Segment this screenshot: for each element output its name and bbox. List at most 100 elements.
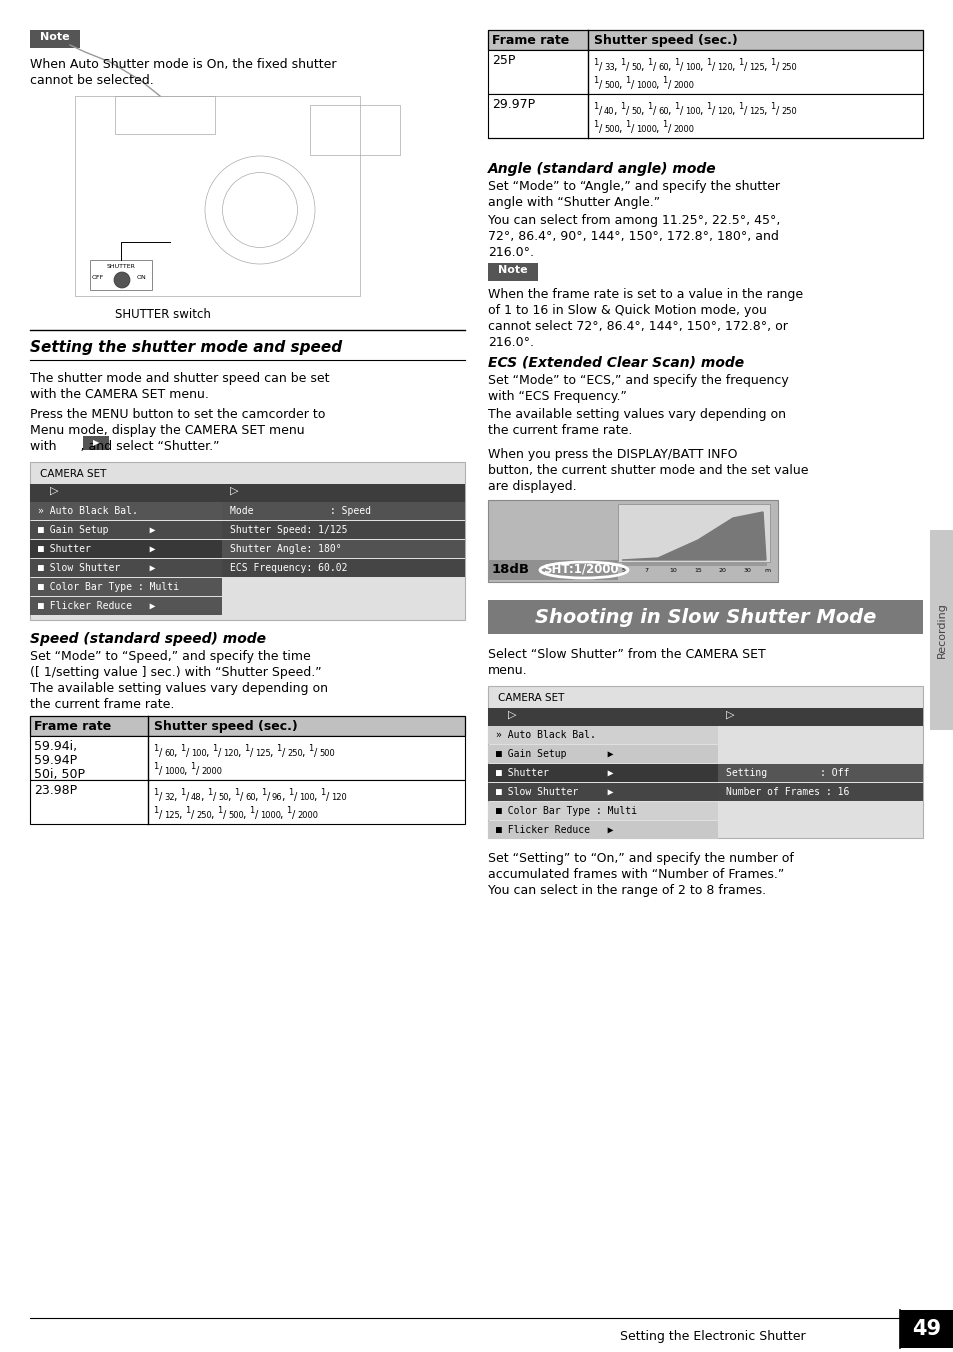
Text: /: / xyxy=(598,62,601,72)
Text: Note: Note xyxy=(40,32,70,42)
Bar xyxy=(488,600,923,634)
Text: ,: , xyxy=(205,748,209,758)
Text: ,: , xyxy=(666,105,670,116)
Text: 50: 50 xyxy=(218,794,229,802)
Text: ■ Shutter          ▶: ■ Shutter ▶ xyxy=(38,544,155,554)
Text: ,: , xyxy=(172,792,176,802)
Text: 125: 125 xyxy=(748,107,764,116)
Text: 1: 1 xyxy=(593,58,598,68)
Text: 1: 1 xyxy=(661,120,666,128)
Bar xyxy=(310,105,399,155)
Text: Shutter Speed: 1/125: Shutter Speed: 1/125 xyxy=(230,525,347,535)
Bar xyxy=(75,96,359,296)
Text: 50: 50 xyxy=(630,64,640,72)
Text: 1: 1 xyxy=(233,788,239,796)
Text: menu.: menu. xyxy=(488,664,527,677)
Bar xyxy=(30,717,464,735)
Text: 7: 7 xyxy=(643,568,647,573)
Text: You can select from among 11.25°, 22.5°, 45°,: You can select from among 11.25°, 22.5°,… xyxy=(488,214,780,227)
Text: ,: , xyxy=(178,810,181,821)
Bar xyxy=(30,579,222,596)
Text: 1: 1 xyxy=(705,58,711,68)
Bar xyxy=(30,502,222,521)
Text: with      , and select “Shutter.”: with , and select “Shutter.” xyxy=(30,439,219,453)
Text: /: / xyxy=(598,80,601,91)
Text: ,: , xyxy=(313,792,316,802)
Text: 5: 5 xyxy=(621,568,625,573)
Text: ,: , xyxy=(613,105,616,116)
Text: 250: 250 xyxy=(195,811,212,821)
Bar xyxy=(488,685,923,838)
Text: /: / xyxy=(711,105,715,116)
Text: 500: 500 xyxy=(228,811,244,821)
Text: 1: 1 xyxy=(180,744,185,753)
Bar xyxy=(899,1310,953,1348)
Text: /: / xyxy=(679,62,682,72)
Text: 1000: 1000 xyxy=(636,124,657,134)
Text: Shutter speed (sec.): Shutter speed (sec.) xyxy=(594,34,737,47)
Text: CAMERA SET: CAMERA SET xyxy=(497,694,564,703)
Text: /: / xyxy=(711,62,715,72)
Text: 60: 60 xyxy=(164,749,174,758)
Text: /: / xyxy=(240,792,243,802)
Text: ■ Slow Shutter     ▶: ■ Slow Shutter ▶ xyxy=(38,562,155,573)
Text: 216.0°.: 216.0°. xyxy=(488,337,534,349)
Text: 1: 1 xyxy=(249,806,254,815)
Text: 2000: 2000 xyxy=(672,81,693,91)
Text: 125: 125 xyxy=(254,749,271,758)
Text: 32: 32 xyxy=(164,794,174,802)
Bar xyxy=(488,745,718,763)
Text: 1: 1 xyxy=(319,788,325,796)
Text: ,: , xyxy=(699,62,701,72)
Text: /: / xyxy=(775,62,779,72)
Text: 1: 1 xyxy=(216,806,222,815)
Text: 100: 100 xyxy=(298,794,314,802)
Text: Note: Note xyxy=(497,265,527,274)
Bar xyxy=(488,726,718,744)
Text: 1000: 1000 xyxy=(164,767,185,776)
Text: 23.98P: 23.98P xyxy=(34,784,77,796)
Text: Shutter Angle: 180°: Shutter Angle: 180° xyxy=(230,544,341,554)
Text: 1000: 1000 xyxy=(636,81,657,91)
Text: ■ Color Bar Type : Multi: ■ Color Bar Type : Multi xyxy=(496,806,637,817)
Bar xyxy=(30,521,222,539)
Text: /: / xyxy=(667,80,671,91)
Text: ECS (Extended Clear Scan) mode: ECS (Extended Clear Scan) mode xyxy=(488,356,743,370)
Text: 72°, 86.4°, 90°, 144°, 150°, 172.8°, 180°, and: 72°, 86.4°, 90°, 144°, 150°, 172.8°, 180… xyxy=(488,230,778,243)
Text: SHUTTER: SHUTTER xyxy=(107,264,135,269)
Text: /: / xyxy=(186,748,189,758)
Text: 33: 33 xyxy=(603,64,614,72)
Bar xyxy=(718,708,923,726)
Text: ECS Frequency: 60.02: ECS Frequency: 60.02 xyxy=(230,562,347,573)
Text: /: / xyxy=(326,792,329,802)
Text: 1: 1 xyxy=(593,76,598,85)
Text: ▶: ▶ xyxy=(92,438,99,448)
Text: The available setting values vary depending on: The available setting values vary depend… xyxy=(30,681,328,695)
Text: with the CAMERA SET menu.: with the CAMERA SET menu. xyxy=(30,388,209,402)
Text: ,: , xyxy=(618,124,620,134)
Text: 25P: 25P xyxy=(492,54,515,68)
Text: ,: , xyxy=(613,62,616,72)
Bar xyxy=(222,484,464,502)
Text: 500: 500 xyxy=(603,124,619,134)
Text: 500: 500 xyxy=(318,749,335,758)
Text: /: / xyxy=(282,748,285,758)
Text: /: / xyxy=(598,124,601,134)
Bar xyxy=(488,764,718,781)
Text: 1: 1 xyxy=(769,101,775,111)
Text: 1000: 1000 xyxy=(260,811,281,821)
Text: ,: , xyxy=(227,792,231,802)
Text: You can select in the range of 2 to 8 frames.: You can select in the range of 2 to 8 fr… xyxy=(488,884,765,896)
Text: 100: 100 xyxy=(684,107,700,116)
Text: /: / xyxy=(191,810,194,821)
Bar xyxy=(115,96,214,134)
Text: ■ Color Bar Type : Multi: ■ Color Bar Type : Multi xyxy=(38,581,179,592)
Text: 60: 60 xyxy=(245,794,255,802)
Text: ,: , xyxy=(301,748,304,758)
Bar xyxy=(488,50,923,95)
Text: ▷: ▷ xyxy=(507,710,516,721)
Text: Setting         : Off: Setting : Off xyxy=(725,768,848,777)
Text: Set “Mode” to “Angle,” and specify the shutter: Set “Mode” to “Angle,” and specify the s… xyxy=(488,180,780,193)
Bar xyxy=(222,502,464,521)
Bar xyxy=(30,484,222,502)
